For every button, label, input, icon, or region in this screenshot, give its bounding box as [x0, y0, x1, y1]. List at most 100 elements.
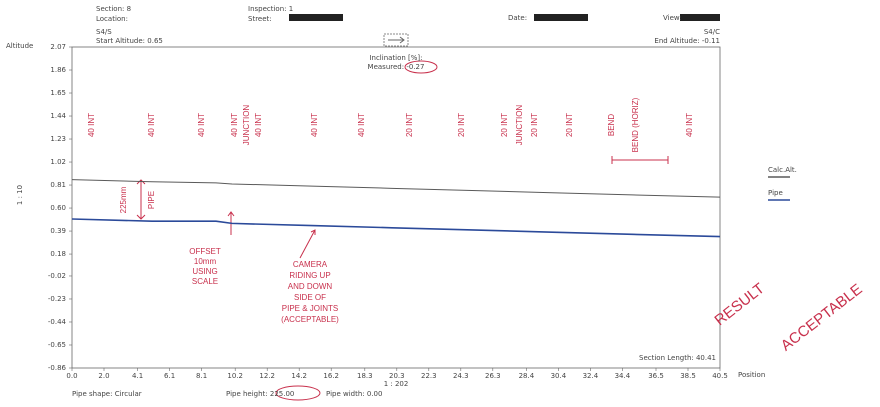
measured: Measured: -0.27: [368, 63, 425, 71]
handwritten-note: 40 INT: [254, 113, 263, 137]
handwritten-note: USING: [192, 267, 217, 276]
x-tick-label: 20.3: [389, 372, 405, 380]
legend-label: Calc.Alt.: [768, 166, 797, 174]
x-tick-label: 30.4: [551, 372, 567, 380]
note-arrow: [299, 229, 316, 259]
y-tick-label: 1.44: [50, 112, 66, 120]
y-tick-label: 0.81: [50, 181, 66, 189]
x-tick-label: 8.1: [196, 372, 207, 380]
handwritten-note: PIPE & JOINTS: [282, 304, 338, 313]
y-tick-label: -0.02: [48, 272, 66, 280]
handwritten-note: 225mm: [119, 186, 128, 213]
x-tick-label: 34.4: [615, 372, 631, 380]
y-tick-label: 1.23: [50, 135, 66, 143]
footer-shape: Pipe shape: Circular: [72, 390, 142, 398]
handwritten-note: 20 INT: [405, 113, 414, 137]
handwritten-note: JUNCTION: [515, 105, 524, 146]
handwritten-note: SCALE: [192, 277, 218, 286]
x-tick-label: 24.3: [453, 372, 469, 380]
handwritten-note: BEND: [607, 114, 616, 136]
y-tick-label: -0.65: [48, 341, 66, 349]
circle-mark: [275, 385, 321, 401]
handwritten-note: 40 INT: [357, 113, 366, 137]
handwritten-note: 20 INT: [565, 113, 574, 137]
x-tick-label: 18.3: [357, 372, 373, 380]
header-view: View:: [663, 14, 682, 22]
header-section: Section: 8: [96, 5, 131, 13]
direction-box: [383, 33, 409, 47]
handwritten-note: 40 INT: [685, 113, 694, 137]
header-date: Date:: [508, 14, 527, 22]
x-tick-label: 12.2: [259, 372, 275, 380]
handwritten-note: BEND (HORIZ): [631, 97, 640, 152]
handwritten-note: AND DOWN: [288, 282, 333, 291]
y-tick-label: -0.44: [48, 318, 67, 326]
handwritten-note: 20 INT: [457, 113, 466, 137]
start-node: S4/S: [96, 28, 112, 36]
header-street: Street:: [248, 15, 272, 23]
handwritten-note: 20 INT: [500, 113, 509, 137]
bend-bracket: [611, 156, 669, 164]
handwritten-note: 40 INT: [230, 113, 239, 137]
section-length: Section Length: 40.41: [639, 354, 716, 362]
end-node: S4/C: [704, 28, 720, 36]
y-tick-label: 0.60: [50, 204, 66, 212]
handwritten-note: 40 INT: [147, 113, 156, 137]
inclination-label: Inclination [%]:: [369, 54, 422, 62]
series-line: [71, 179, 721, 198]
series-line: [71, 218, 721, 238]
handwritten-note: 20 INT: [530, 113, 539, 137]
handwritten-note: ACCEPTABLE: [778, 281, 866, 355]
x-tick-label: 26.3: [485, 372, 501, 380]
depth-arrow: [136, 179, 146, 220]
x-tick-label: 32.4: [583, 372, 599, 380]
x-tick-label: 10.2: [227, 372, 243, 380]
footer-width: Pipe width: 0.00: [326, 390, 382, 398]
x-tick-label: 2.0: [98, 372, 109, 380]
handwritten-note: RIDING UP: [289, 271, 330, 280]
handwritten-note: JUNCTION: [242, 105, 251, 146]
x-tick-label: 40.5: [712, 372, 728, 380]
y-tick-label: 0.18: [50, 250, 66, 258]
y-tick-label: 1.65: [50, 89, 66, 97]
scale-label: 1 : 10: [16, 185, 24, 205]
handwritten-note: OFFSET: [189, 247, 221, 256]
handwritten-note: 40 INT: [197, 113, 206, 137]
header-location: Location:: [96, 15, 128, 23]
x-tick-label: 28.4: [519, 372, 535, 380]
plot-frame: [71, 46, 721, 369]
header-inspection: Inspection: 1: [248, 5, 293, 13]
handwritten-note: CAMERA: [293, 260, 328, 269]
redaction: [289, 14, 343, 21]
x-tick-label: 0.0: [66, 372, 77, 380]
y-tick-label: -0.86: [48, 364, 67, 372]
x-tick-label: 6.1: [164, 372, 175, 380]
circle-mark: [404, 60, 438, 74]
handwritten-note: 40 INT: [310, 113, 319, 137]
x-tick-label: 16.2: [323, 372, 339, 380]
x-tick-label: 36.5: [648, 372, 664, 380]
footer-height: Pipe height: 225.00: [226, 390, 294, 398]
end-altitude: End Altitude: -0.11: [654, 37, 720, 45]
y-tick-label: 1.86: [50, 66, 66, 74]
x-scale: 1 : 202: [384, 380, 409, 388]
x-tick-label: 22.3: [421, 372, 437, 380]
direction-arrow: [388, 36, 405, 44]
legend-label: Pipe: [768, 189, 783, 197]
x-tick-label: 14.2: [291, 372, 307, 380]
handwritten-note: (ACCEPTABLE): [281, 315, 339, 324]
y-tick-label: 2.07: [50, 43, 66, 51]
handwritten-note: PIPE: [147, 191, 156, 209]
x-tick-label: 4.1: [132, 372, 143, 380]
y-tick-label: 1.02: [50, 158, 66, 166]
start-altitude: Start Altitude: 0.65: [96, 37, 163, 45]
handwritten-note: SIDE OF: [294, 293, 326, 302]
y-tick-label: -0.23: [48, 295, 66, 303]
y-tick-label: 0.39: [50, 227, 66, 235]
redaction: [680, 14, 720, 21]
handwritten-note: 40 INT: [87, 113, 96, 137]
x-label: Position: [738, 371, 765, 379]
redaction: [534, 14, 588, 21]
x-tick-label: 38.5: [680, 372, 696, 380]
handwritten-note: 10mm: [194, 257, 217, 266]
